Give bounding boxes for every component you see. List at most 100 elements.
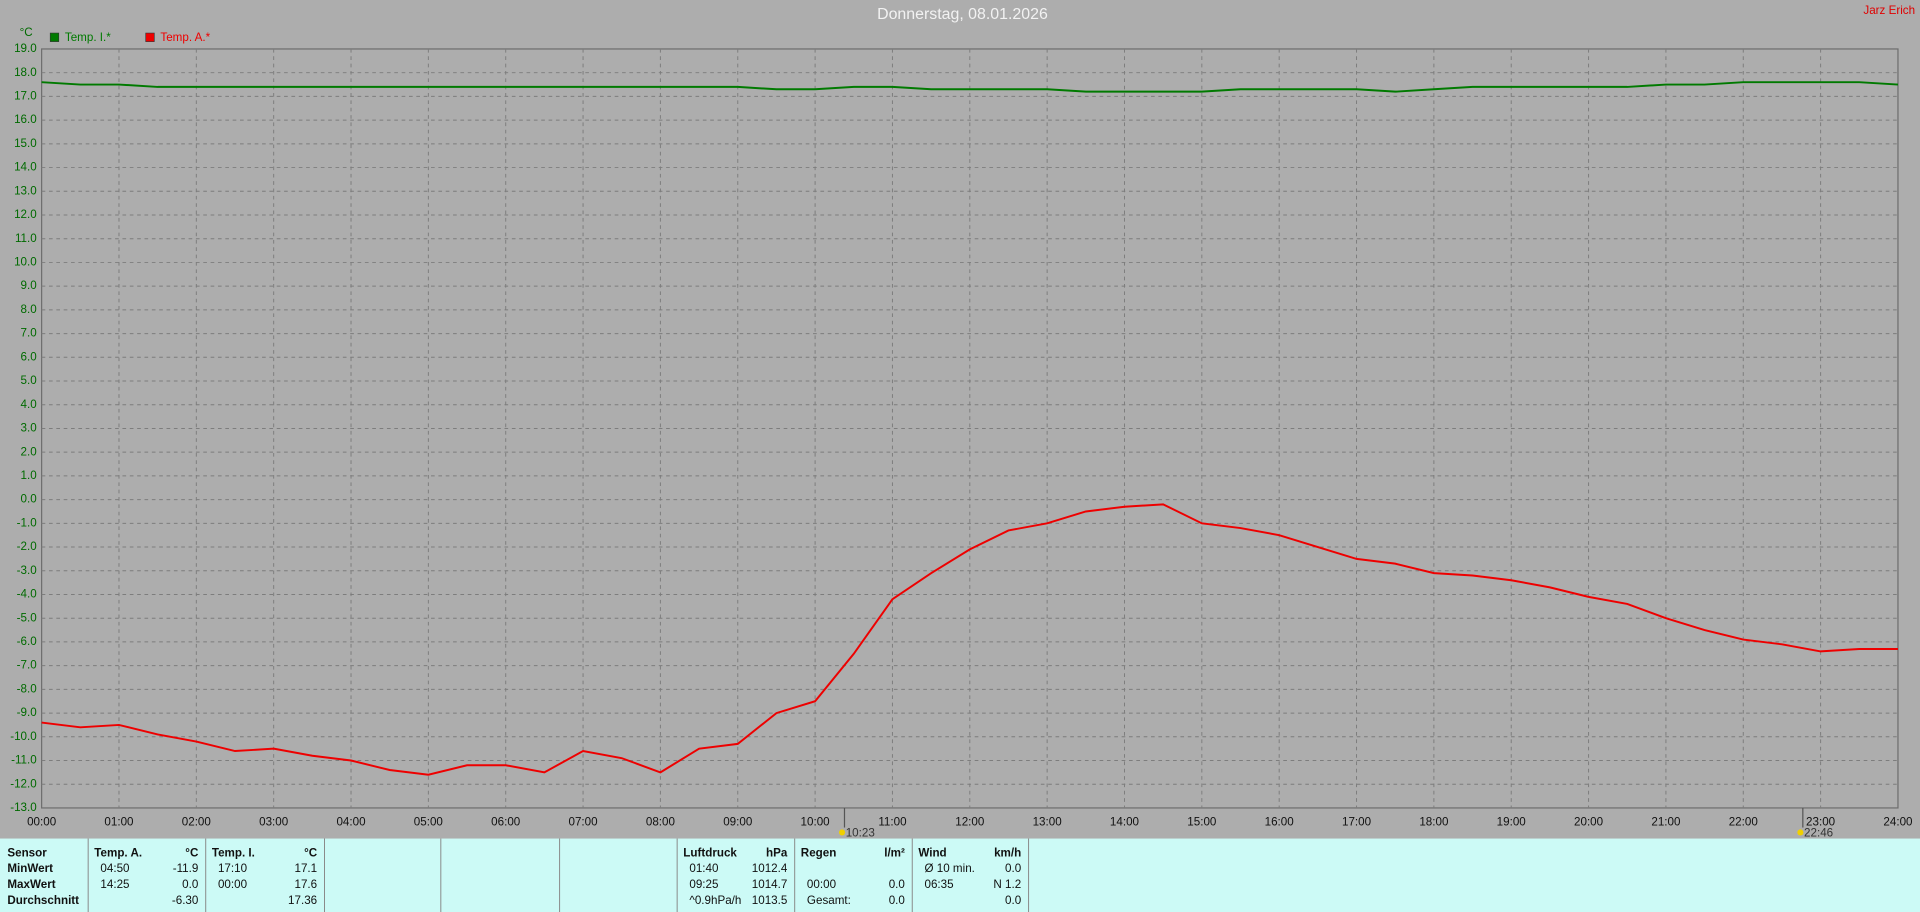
y-tick-label: 13.0	[14, 184, 37, 197]
y-tick-label: 12.0	[14, 208, 37, 221]
x-tick-label: 01:00	[104, 816, 134, 829]
cell-left: 00:00	[218, 878, 248, 891]
x-tick-label: 09:00	[723, 816, 753, 829]
y-tick-label: 4.0	[21, 398, 38, 411]
x-tick-label: 20:00	[1574, 816, 1604, 829]
cell-right: 17.36	[288, 894, 317, 907]
group-unit: l/m²	[884, 846, 905, 859]
cell-left: 00:00	[807, 878, 837, 891]
cell-right: 17.6	[294, 878, 317, 891]
group-unit: km/h	[994, 846, 1021, 859]
annotation-label: 22:46	[1804, 827, 1833, 840]
y-tick-label: 19.0	[14, 42, 37, 55]
cell-left: 06:35	[924, 878, 953, 891]
stats-table: Sensor MinWert MaxWert Durchschnitt Temp. A.…	[0, 838, 1920, 912]
y-tick-label: 17.0	[14, 89, 37, 102]
x-tick-label: 21:00	[1651, 816, 1681, 829]
y-tick-label: -11.0	[11, 754, 37, 767]
chart-title: Donnerstag, 08.01.2026	[877, 6, 1048, 23]
y-tick-label: -4.0	[17, 588, 38, 601]
legend-swatch	[49, 32, 60, 42]
cell-right: -6.30	[172, 894, 199, 907]
cell-right: 1014.7	[752, 878, 788, 891]
cell-right: 0.0	[1005, 894, 1022, 907]
y-tick-label: 18.0	[14, 66, 37, 79]
y-tick-label: 3.0	[21, 422, 38, 435]
x-tick-label: 23:00	[1806, 816, 1836, 829]
group-name: Luftdruck	[683, 846, 737, 859]
y-tick-label: 5.0	[21, 374, 38, 387]
series-line	[41, 81, 1899, 93]
x-tick-label: 17:00	[1342, 816, 1372, 829]
cell-right: 0.0	[1005, 862, 1022, 875]
x-tick-label: 13:00	[1033, 816, 1063, 829]
cell-right: 0.0	[889, 878, 906, 891]
x-tick-label: 11:00	[878, 816, 907, 829]
y-tick-label: -2.0	[17, 540, 38, 553]
cell-left: 04:50	[100, 862, 130, 875]
y-tick-label: 15.0	[14, 137, 37, 150]
x-tick-label: 07:00	[569, 816, 599, 829]
y-tick-label: 11.0	[15, 232, 37, 245]
cell-right: 1013.5	[752, 894, 788, 907]
cell-left: 09:25	[689, 878, 718, 891]
y-tick-label: -8.0	[17, 682, 38, 695]
x-tick-label: 03:00	[259, 816, 289, 829]
y-tick-label: 7.0	[21, 327, 38, 340]
cell-left: ^0.9hPa/h	[689, 894, 741, 907]
cell-left: 17:10	[218, 862, 248, 875]
y-tick-label: 0.0	[21, 493, 38, 506]
x-tick-label: 08:00	[646, 816, 676, 829]
y-tick-label: -1.0	[17, 516, 38, 529]
x-tick-label: 15:00	[1187, 816, 1217, 829]
group-name: Temp. A.	[94, 846, 142, 859]
cell-left: 14:25	[100, 878, 129, 891]
y-tick-label: 8.0	[21, 303, 38, 316]
x-tick-label: 02:00	[182, 816, 212, 829]
annotation-label: 10:23	[846, 827, 875, 840]
x-tick-label: 10:00	[801, 816, 831, 829]
x-tick-label: 04:00	[336, 816, 366, 829]
x-tick-label: 14:00	[1110, 816, 1140, 829]
legend-label: Temp. A.*	[160, 31, 210, 44]
cell-right: 17.1	[294, 862, 317, 875]
group-unit: °C	[304, 846, 318, 859]
y-tick-label: -3.0	[17, 564, 38, 577]
group-name: Wind	[918, 846, 946, 859]
row-label: Sensor	[7, 846, 47, 859]
sun-icon	[838, 829, 846, 836]
group-name: Regen	[801, 846, 837, 859]
cell-right: -11.9	[173, 862, 199, 875]
y-tick-label: -6.0	[17, 635, 38, 648]
y-unit: °C	[20, 26, 33, 39]
y-tick-label: -7.0	[17, 659, 38, 672]
y-tick-label: -10.0	[10, 730, 37, 743]
y-tick-label: -12.0	[10, 777, 37, 790]
x-tick-label: 22:00	[1729, 816, 1759, 829]
legend-label: Temp. I.*	[65, 31, 111, 44]
y-tick-label: -13.0	[10, 801, 37, 814]
legend-swatch	[145, 32, 155, 42]
x-tick-label: 18:00	[1419, 816, 1449, 829]
y-tick-label: -9.0	[17, 706, 38, 719]
series-line	[41, 503, 1898, 776]
y-tick-label: 14.0	[14, 161, 37, 174]
x-tick-label: 19:00	[1497, 816, 1527, 829]
cell-left: Gesamt:	[807, 894, 851, 907]
group-unit: hPa	[766, 846, 788, 859]
row-label: MinWert	[7, 862, 53, 875]
x-tick-label: 06:00	[491, 816, 521, 829]
group-unit: °C	[185, 846, 199, 859]
y-tick-label: 6.0	[21, 350, 38, 363]
cell-left: Ø 10 min.	[924, 862, 974, 875]
author: Jarz Erich	[1863, 4, 1915, 17]
cell-right: 0.0	[182, 878, 199, 891]
y-tick-label: 9.0	[21, 279, 38, 292]
cell-right: 1012.4	[752, 862, 788, 875]
cell-right: 0.0	[889, 894, 906, 907]
x-tick-label: 24:00	[1883, 816, 1913, 829]
row-label: Durchschnitt	[7, 894, 79, 907]
x-tick-label: 00:00	[27, 816, 57, 829]
cell-right: N 1.2	[993, 878, 1021, 891]
